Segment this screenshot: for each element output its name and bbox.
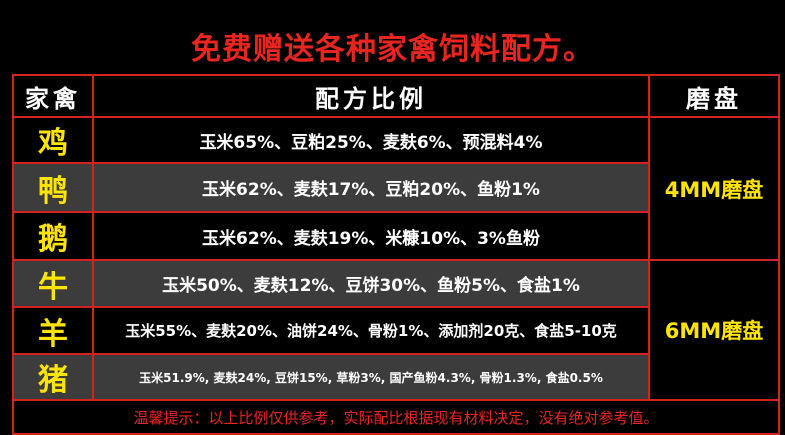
animal: 鹅	[12, 211, 94, 261]
mill: 4MM磨盘	[648, 116, 780, 261]
recipe: 玉米62%、麦麸17%、豆粕20%、鱼粉1%	[92, 162, 650, 213]
row: 鸡 玉米65%、豆粕25%、麦麸6%、预混料4% 4MM磨盘	[12, 116, 780, 261]
header-row: 家禽 配方比例 磨盘	[12, 74, 780, 118]
recipe: 玉米51.9%, 麦麸24%, 豆饼15%, 草粉3%, 国产鱼粉4.3%, 骨…	[92, 353, 650, 401]
feed-table: 家禽 配方比例 磨盘 鸡 玉米65%、豆粕25%、麦麸6%、预混料4% 4MM磨…	[12, 74, 780, 435]
recipe: 玉米65%、豆粕25%、麦麸6%、预混料4%	[92, 116, 650, 164]
row: 牛 玉米50%、麦麸12%、豆饼30%、鱼粉5%、食盐1% 6MM磨盘	[12, 259, 780, 401]
header-cell: 磨盘	[648, 74, 780, 118]
animal: 牛	[12, 259, 94, 308]
row: 羊 玉米55%、麦麸20%、油饼24%、骨粉1%、添加剂20克、食盐5-10克	[12, 306, 779, 355]
title: 免费赠送各种家禽饲料配方。	[191, 32, 594, 67]
recipe: 玉米50%、麦麸12%、豆饼30%、鱼粉5%、食盐1%	[92, 259, 650, 308]
header-cell: 配方比例	[92, 74, 650, 118]
footer-row: 温馨提示：以上比例仅供参考，实际配比根据现有材料决定，没有绝对参考值。	[12, 399, 780, 435]
recipe: 玉米62%、麦麸19%、米糠10%、3%鱼粉	[92, 211, 650, 261]
animal: 鸡	[12, 116, 94, 164]
header-cell: 家禽	[12, 74, 94, 118]
row: 猪 玉米51.9%, 麦麸24%, 豆饼15%, 草粉3%, 国产鱼粉4.3%,…	[12, 353, 779, 401]
row: 鹅 玉米62%、麦麸19%、米糠10%、3%鱼粉	[12, 211, 779, 261]
recipe: 玉米55%、麦麸20%、油饼24%、骨粉1%、添加剂20克、食盐5-10克	[92, 306, 650, 355]
animal: 羊	[12, 306, 94, 355]
animal: 猪	[12, 353, 94, 401]
animal: 鸭	[12, 162, 94, 213]
mill: 6MM磨盘	[648, 259, 780, 401]
footer-note: 温馨提示：以上比例仅供参考，实际配比根据现有材料决定，没有绝对参考值。	[12, 399, 780, 435]
